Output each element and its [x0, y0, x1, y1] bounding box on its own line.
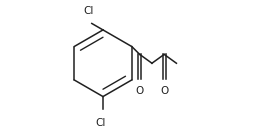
Text: Cl: Cl: [96, 118, 106, 128]
Text: Cl: Cl: [83, 6, 93, 16]
Text: O: O: [160, 86, 168, 96]
Text: O: O: [135, 86, 144, 96]
